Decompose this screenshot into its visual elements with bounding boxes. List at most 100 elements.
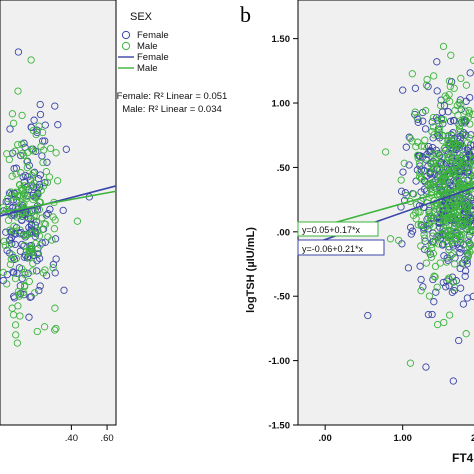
data-point — [0, 268, 7, 277]
data-point — [7, 188, 15, 196]
data-point — [10, 192, 19, 200]
data-point — [449, 278, 458, 286]
data-point — [442, 283, 450, 291]
data-point — [52, 149, 60, 157]
data-point — [459, 300, 468, 308]
data-point — [445, 311, 454, 319]
data-point — [457, 74, 465, 83]
data-point — [34, 227, 42, 235]
data-point — [420, 231, 428, 239]
data-point — [425, 208, 433, 217]
data-point — [441, 143, 449, 152]
data-point — [468, 197, 474, 206]
data-point — [402, 143, 410, 151]
data-point — [7, 228, 15, 236]
data-point — [43, 158, 51, 166]
data-point — [408, 70, 416, 78]
data-point — [447, 51, 455, 59]
data-point — [411, 108, 419, 116]
data-point — [432, 288, 440, 296]
data-point — [428, 244, 436, 252]
data-point — [0, 237, 8, 246]
data-point — [445, 275, 453, 284]
data-point — [23, 158, 31, 166]
data-point — [51, 269, 59, 277]
data-point — [27, 229, 35, 237]
data-point — [414, 118, 422, 126]
data-point — [456, 154, 464, 162]
data-point — [49, 264, 57, 272]
data-point — [27, 56, 35, 64]
data-point — [20, 253, 28, 261]
data-point — [25, 277, 33, 286]
left-x-ticks: .40 .60 — [65, 425, 114, 444]
outlier-point — [364, 311, 372, 320]
data-point — [450, 84, 458, 92]
r2-female: Female: R² Linear = 0.051 — [117, 91, 228, 102]
data-point — [468, 161, 474, 169]
equation-male-box: y=0.05+0.17*x — [297, 221, 379, 237]
data-point — [417, 275, 425, 284]
data-point — [59, 206, 67, 215]
data-point — [463, 204, 472, 212]
data-point — [54, 121, 62, 129]
data-point — [10, 222, 18, 230]
data-point — [35, 286, 43, 295]
data-point — [412, 143, 420, 151]
data-point — [6, 260, 15, 269]
data-point — [455, 158, 463, 166]
outlier-point — [433, 320, 442, 329]
data-point — [62, 145, 70, 153]
right-x-ticks: .00 1.00 2.00 — [319, 425, 474, 444]
data-point — [451, 106, 459, 115]
data-point — [52, 324, 60, 333]
data-point — [450, 224, 458, 233]
data-point — [465, 227, 473, 236]
data-point — [433, 283, 441, 291]
data-point — [36, 110, 45, 119]
data-point — [28, 181, 36, 190]
data-point — [440, 145, 448, 153]
data-point — [11, 274, 20, 283]
x-tick-label: .40 — [65, 433, 78, 444]
data-point — [469, 292, 474, 301]
data-point — [435, 122, 443, 130]
data-point — [51, 326, 59, 334]
data-point — [8, 172, 16, 180]
data-point — [466, 134, 474, 142]
data-point — [421, 107, 430, 115]
data-point — [15, 192, 23, 201]
data-point — [29, 208, 37, 216]
data-point — [12, 254, 20, 263]
data-point — [40, 323, 49, 331]
data-point — [416, 169, 424, 177]
data-point — [441, 92, 449, 100]
data-point — [51, 235, 60, 243]
data-point — [443, 169, 452, 177]
x-axis-label: FT4 — [452, 451, 474, 465]
data-point — [424, 182, 433, 190]
data-point — [437, 101, 445, 110]
data-point — [442, 175, 450, 184]
data-point — [17, 200, 26, 208]
data-point — [1, 241, 9, 250]
data-point — [33, 267, 41, 275]
data-point — [35, 254, 44, 263]
data-point — [406, 134, 414, 143]
data-point — [438, 108, 447, 116]
data-point — [442, 258, 451, 266]
data-point — [46, 144, 55, 153]
data-point — [419, 283, 427, 291]
data-point — [447, 232, 455, 241]
data-point — [24, 269, 32, 278]
data-point — [53, 177, 62, 185]
data-point — [414, 154, 422, 162]
legend-label: Male — [137, 63, 158, 74]
data-point — [416, 262, 424, 270]
data-point — [424, 213, 432, 222]
data-point — [417, 242, 425, 250]
data-point — [401, 189, 410, 197]
data-point — [469, 157, 474, 165]
data-point — [465, 168, 473, 177]
data-point — [386, 235, 395, 243]
